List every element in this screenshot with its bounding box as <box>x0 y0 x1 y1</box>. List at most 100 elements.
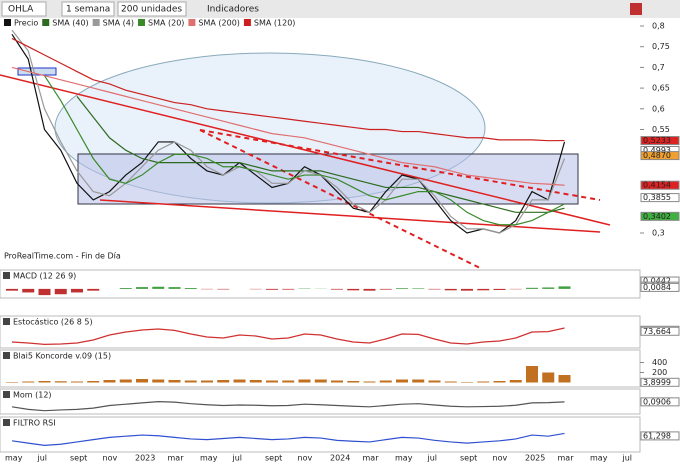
bar <box>429 289 441 290</box>
x-tick-label: 2024 <box>330 454 350 463</box>
series-line <box>12 328 565 344</box>
bar <box>477 289 489 290</box>
y-tick-label: 0,65 <box>652 84 670 93</box>
bar <box>380 289 392 290</box>
bar <box>39 289 51 295</box>
value-badge-label: 0,4870 <box>643 151 671 160</box>
bar <box>250 380 262 383</box>
x-tick-label: 2023 <box>135 454 155 463</box>
bar <box>494 381 506 383</box>
bar <box>87 381 99 383</box>
x-tick-label: may <box>200 454 218 463</box>
bar <box>201 381 213 383</box>
bar <box>364 289 376 291</box>
y-tick-label: 400 <box>652 358 667 367</box>
x-tick-label: mar <box>363 454 380 463</box>
legend-swatch <box>244 19 251 26</box>
x-tick-label: jul <box>232 454 243 463</box>
bar <box>461 382 473 383</box>
panel-icon <box>3 352 10 359</box>
value-badge-label: 61,298 <box>643 431 671 440</box>
bar <box>217 289 229 290</box>
symbol[interactable]: OHLA <box>8 5 34 15</box>
panel-title: Estocástico (26 8 5) <box>13 318 93 327</box>
bar <box>71 289 83 293</box>
bar <box>429 381 441 383</box>
bar <box>266 289 278 290</box>
bar <box>71 382 83 383</box>
bar <box>299 380 311 383</box>
value-badge-label: 0,3402 <box>643 212 671 221</box>
x-tick-label: mar <box>558 454 575 463</box>
bar <box>347 381 359 383</box>
bar <box>315 380 327 383</box>
bar <box>542 373 554 383</box>
x-tick-label: jul <box>427 454 438 463</box>
y-tick-label: 0,55 <box>652 125 670 134</box>
bar <box>6 382 18 383</box>
x-tick-label: mar <box>168 454 185 463</box>
close-icon[interactable] <box>630 3 642 15</box>
x-tick-label: 2025 <box>525 454 545 463</box>
bar <box>152 380 164 383</box>
bar <box>526 366 538 383</box>
units[interactable]: 200 unidades <box>121 5 182 15</box>
bar <box>559 286 571 288</box>
bar <box>169 380 181 383</box>
bar <box>477 382 489 383</box>
x-tick-label: sept <box>460 454 477 463</box>
bar <box>55 381 67 382</box>
x-tick-label: jul <box>622 454 633 463</box>
bar <box>266 381 278 383</box>
bar <box>282 381 294 383</box>
bar <box>55 289 67 294</box>
bar <box>120 288 132 289</box>
bar <box>185 288 197 289</box>
bar <box>234 380 246 383</box>
x-tick-label: may <box>395 454 413 463</box>
x-tick-label: sept <box>265 454 282 463</box>
x-tick-label: may <box>590 454 608 463</box>
panel-title: Mom (12) <box>13 391 52 400</box>
legend-swatch <box>188 19 195 26</box>
bar <box>510 380 522 383</box>
bar <box>136 379 148 383</box>
x-tick-label: sept <box>70 454 87 463</box>
value-badge-label: 0,4154 <box>643 181 671 190</box>
bar <box>559 375 571 383</box>
y-tick-label: 0,3 <box>652 229 665 238</box>
x-tick-label: nov <box>493 454 508 463</box>
value-badge-label: 73,664 <box>643 327 671 336</box>
legend-label: SMA (4) <box>103 19 134 28</box>
bar <box>494 289 506 290</box>
panel-icon <box>3 419 10 426</box>
y-tick-label: 200 <box>652 368 667 377</box>
panel-frame <box>0 389 640 414</box>
panel-frame <box>0 417 640 452</box>
period[interactable]: 1 semana <box>66 5 110 15</box>
panel-title: MACD (12 26 9) <box>13 272 76 281</box>
bar <box>152 287 164 289</box>
series-line <box>12 433 565 445</box>
bar <box>22 382 34 383</box>
bar <box>185 381 197 383</box>
legend-label: SMA (40) <box>52 19 88 28</box>
bar <box>526 288 538 289</box>
bar <box>104 380 116 383</box>
value-badge-label: 0,5233 <box>643 136 671 145</box>
legend-swatch <box>138 19 145 26</box>
x-tick-label: jul <box>37 454 48 463</box>
legend-label: Precio <box>14 19 38 28</box>
bar <box>331 381 343 383</box>
bar <box>136 287 148 289</box>
source: ProRealTime.com - Fin de Día <box>4 252 121 261</box>
bar <box>6 289 18 291</box>
bar <box>282 289 294 290</box>
indicators[interactable]: Indicadores <box>207 5 259 15</box>
legend-label: SMA (120) <box>254 19 296 28</box>
y-tick-label: 0,6 <box>652 104 665 113</box>
bar <box>364 382 376 383</box>
value-badge-label: 3,8999 <box>643 378 671 387</box>
series-line <box>12 402 565 411</box>
